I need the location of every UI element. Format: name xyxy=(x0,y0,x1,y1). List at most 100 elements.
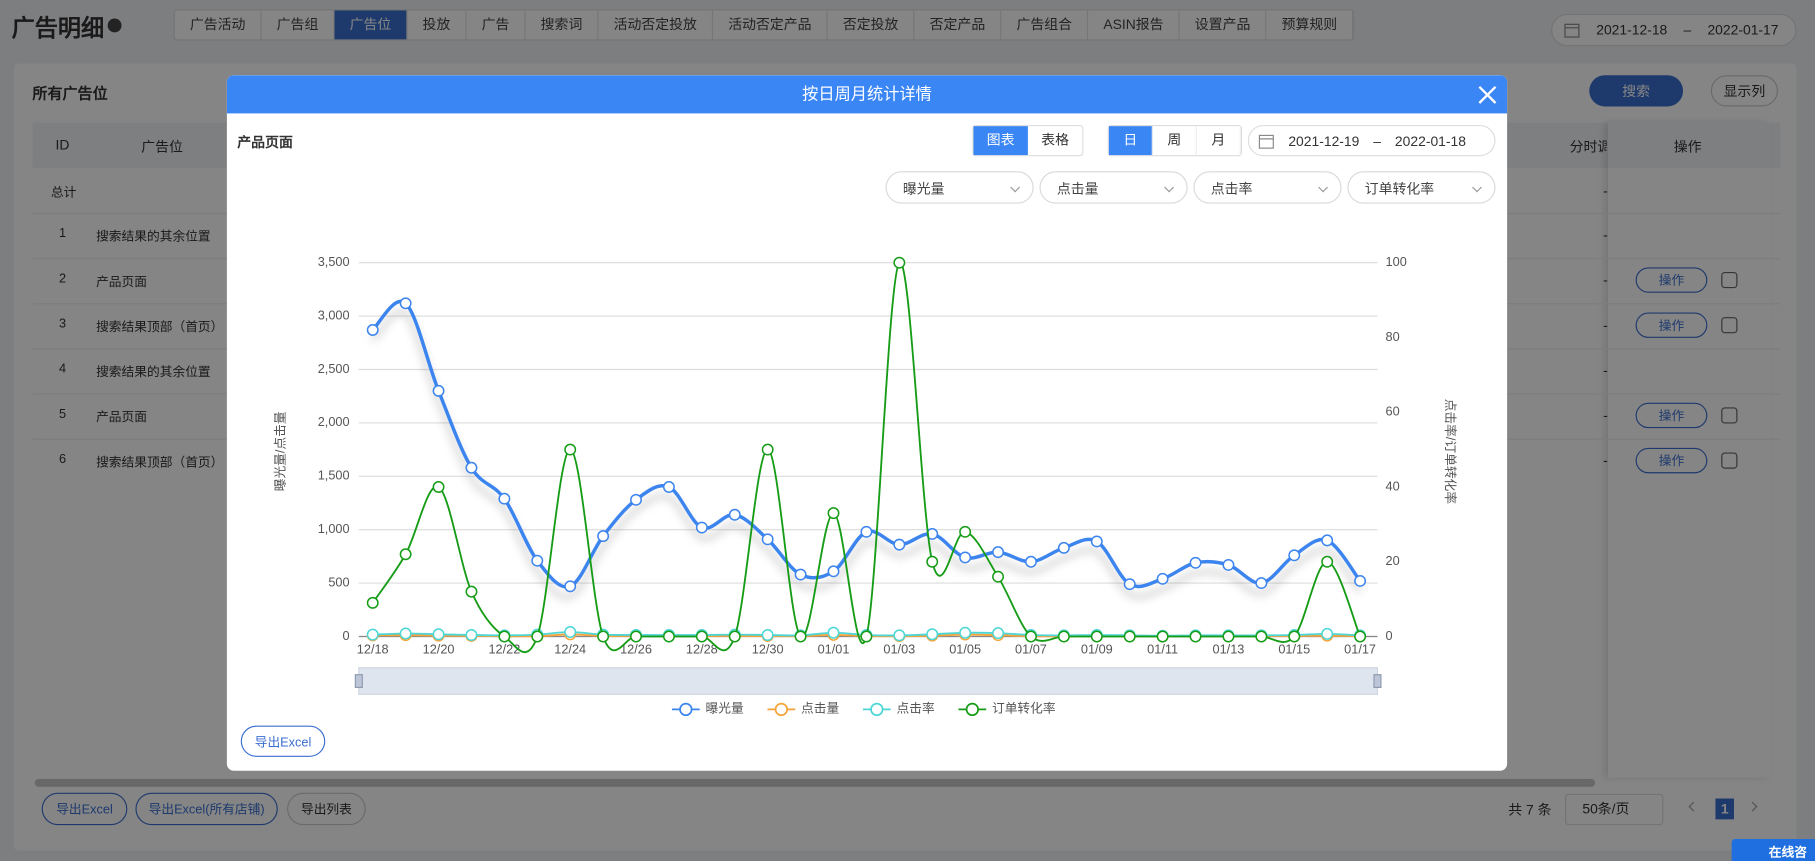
tab[interactable]: 广告组合 xyxy=(1001,10,1089,40)
modal-title: 按日周月统计详情 xyxy=(802,84,932,103)
data-point xyxy=(827,626,840,639)
data-point xyxy=(1321,555,1334,568)
row-placement: 搜索结果的其余位置 xyxy=(96,230,211,245)
y2-tick-label: 80 xyxy=(1386,329,1400,344)
data-point xyxy=(959,525,972,538)
x-tick-label: 12/26 xyxy=(620,642,652,657)
data-point xyxy=(1090,535,1103,548)
period-option[interactable]: 日 xyxy=(1108,126,1153,156)
tab[interactable]: 广告位 xyxy=(334,10,408,40)
action-button[interactable]: 操作 xyxy=(1635,267,1708,293)
metric-select[interactable]: 曝光量 xyxy=(885,171,1034,204)
modal-date-range[interactable]: 2021-12-19–2022-01-18 xyxy=(1247,124,1496,157)
data-point xyxy=(366,596,379,609)
view-option[interactable]: 表格 xyxy=(1041,131,1069,149)
data-point xyxy=(1288,630,1301,643)
tab[interactable]: 否定产品 xyxy=(915,10,1002,40)
modal-subtitle: 产品页面 xyxy=(237,134,293,151)
data-point xyxy=(1321,627,1334,640)
row-id: 2 xyxy=(59,271,67,286)
export-button[interactable]: 导出Excel xyxy=(41,792,128,826)
calendar-frame xyxy=(1564,23,1580,38)
x-tick-label: 12/24 xyxy=(554,642,586,657)
clock-icon[interactable] xyxy=(1721,317,1738,334)
close-button[interactable] xyxy=(1478,85,1497,105)
row-dash: - xyxy=(1603,452,1608,469)
data-point xyxy=(1057,630,1070,643)
view-toggle: 图表 表格 xyxy=(972,124,1084,157)
action-button[interactable]: 操作 xyxy=(1635,447,1708,474)
data-point xyxy=(992,627,1005,640)
x-tick-label: 12/30 xyxy=(752,642,784,657)
tab[interactable]: 预算规则 xyxy=(1267,10,1354,40)
view-option[interactable]: 图表 xyxy=(973,126,1028,156)
page-number[interactable]: 1 xyxy=(1715,798,1734,820)
tab[interactable]: 广告 xyxy=(467,10,526,40)
tab[interactable]: ASIN报告 xyxy=(1088,10,1180,40)
data-point xyxy=(761,443,774,456)
x-tick-label: 01/09 xyxy=(1081,642,1113,657)
data-point xyxy=(630,630,642,643)
clock-icon[interactable] xyxy=(1721,407,1738,424)
legend-marker xyxy=(679,702,693,717)
x-tick-label: 01/07 xyxy=(1015,642,1047,657)
tab[interactable]: 活动否定投放 xyxy=(599,10,714,40)
row-id: 1 xyxy=(59,226,67,241)
chat-button[interactable]: 在线咨询 xyxy=(1731,839,1815,861)
tab[interactable]: 设置产品 xyxy=(1180,10,1267,40)
tab[interactable]: 广告活动 xyxy=(175,10,262,40)
data-point xyxy=(597,630,610,643)
y-tick-label: 3,500 xyxy=(318,254,350,269)
legend-label: 点击率 xyxy=(897,701,935,716)
data-point xyxy=(564,580,577,593)
search-button[interactable]: 搜索 xyxy=(1589,75,1684,107)
data-point xyxy=(1123,578,1136,591)
date-separator: – xyxy=(1683,21,1692,39)
x-tick-label: 01/03 xyxy=(883,642,915,657)
y2-tick-label: 0 xyxy=(1386,628,1393,643)
legend-marker xyxy=(774,702,788,717)
clock-icon[interactable] xyxy=(1721,271,1738,289)
data-point xyxy=(893,256,906,269)
period-option[interactable]: 周 xyxy=(1153,126,1197,156)
date-separator: – xyxy=(1373,132,1382,149)
data-point xyxy=(992,570,1005,583)
date-start: 2021-12-18 xyxy=(1596,21,1668,39)
legend-label: 曝光量 xyxy=(706,701,744,716)
period-option[interactable]: 月 xyxy=(1197,126,1241,156)
row-placement: 搜索结果顶部（首页） xyxy=(96,455,224,470)
page-size[interactable]: 50条/页 xyxy=(1564,793,1664,826)
export-button[interactable]: 导出列表 xyxy=(287,792,366,826)
clock-icon[interactable] xyxy=(1721,452,1738,469)
columns-button[interactable]: 显示列 xyxy=(1710,75,1778,107)
metric-select[interactable]: 点击率 xyxy=(1193,171,1342,204)
metric-select[interactable]: 点击量 xyxy=(1039,171,1188,204)
data-point xyxy=(1025,555,1037,568)
export-button[interactable]: 导出Excel(所有店铺) xyxy=(135,792,278,826)
row-dash: - xyxy=(1603,271,1608,289)
data-point xyxy=(432,628,445,641)
metric-select[interactable]: 订单转化率 xyxy=(1347,171,1496,204)
y-tick-label: 500 xyxy=(328,574,349,589)
tab[interactable]: 否定投放 xyxy=(828,10,915,40)
x-tick-label: 12/20 xyxy=(423,642,455,657)
modal-export-button[interactable]: 导出Excel xyxy=(240,725,326,757)
tab[interactable]: 投放 xyxy=(408,10,467,40)
data-point xyxy=(465,585,478,598)
data-point xyxy=(630,493,642,506)
action-button[interactable]: 操作 xyxy=(1635,402,1708,429)
tab[interactable]: 活动否定产品 xyxy=(713,10,828,40)
tab[interactable]: 搜索词 xyxy=(526,10,599,40)
data-point xyxy=(1354,630,1367,643)
date-range[interactable]: 2021-12-18–2022-01-17 xyxy=(1551,13,1797,47)
data-point xyxy=(662,630,675,643)
data-point xyxy=(399,627,412,640)
data-point xyxy=(564,626,577,638)
data-point xyxy=(893,538,906,551)
action-button[interactable]: 操作 xyxy=(1635,312,1708,338)
date-end: 2022-01-17 xyxy=(1707,21,1779,39)
tab[interactable]: 广告组 xyxy=(262,10,335,40)
data-point xyxy=(860,630,873,643)
data-point xyxy=(1222,630,1235,643)
